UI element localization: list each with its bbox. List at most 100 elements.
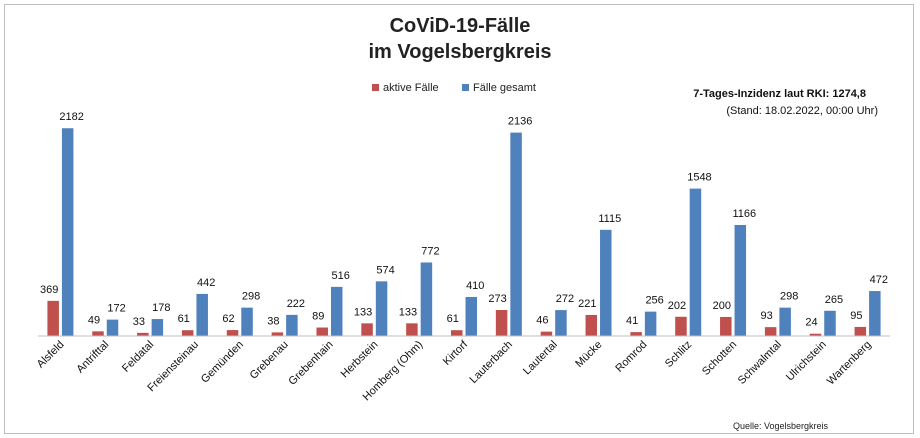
value-label-active-8: 133 bbox=[399, 306, 417, 318]
value-label-active-17: 24 bbox=[805, 317, 817, 329]
bar-total-14 bbox=[689, 188, 702, 336]
bar-active-12 bbox=[585, 314, 598, 336]
bar-active-4 bbox=[226, 330, 239, 336]
value-label-total-10: 2136 bbox=[508, 116, 532, 128]
bar-active-13 bbox=[630, 332, 642, 336]
value-label-active-15: 200 bbox=[713, 300, 731, 312]
category-label-1: Antrifttal bbox=[74, 339, 111, 376]
bar-total-8 bbox=[420, 262, 433, 336]
category-labels: Alsfeld Antrifttal FeldatalFreiensteinauGe… bbox=[35, 338, 874, 403]
bar-total-5 bbox=[286, 314, 298, 336]
bar-active-5 bbox=[271, 332, 284, 336]
value-label-total-16: 298 bbox=[780, 291, 798, 303]
bar-active-18 bbox=[854, 326, 867, 336]
value-label-total-0: 2182 bbox=[59, 111, 83, 123]
bar-total-9 bbox=[465, 296, 477, 336]
category-label-2: Feldatal bbox=[120, 339, 156, 375]
bar-active-11 bbox=[540, 331, 553, 336]
value-label-total-11: 272 bbox=[556, 293, 574, 305]
bar-active-7 bbox=[361, 323, 373, 336]
bar-total-18 bbox=[869, 291, 881, 336]
bar-total-15 bbox=[734, 224, 747, 336]
value-label-total-5: 222 bbox=[287, 298, 305, 310]
value-label-active-11: 46 bbox=[536, 315, 548, 327]
legend: aktive Fälle Fälle gesamt bbox=[372, 82, 536, 94]
legend-swatch-active bbox=[372, 84, 379, 91]
chart-frame bbox=[4, 4, 914, 434]
value-label-active-3: 61 bbox=[178, 313, 190, 325]
value-label-total-3: 442 bbox=[197, 277, 215, 289]
bar-total-6 bbox=[330, 286, 343, 336]
legend-label-active: aktive Fälle bbox=[383, 82, 439, 94]
category-label-10: Lauterbach bbox=[468, 339, 515, 386]
category-label-9: Kirtorf bbox=[441, 338, 471, 368]
bar-active-2 bbox=[137, 332, 149, 336]
value-label-total-7: 574 bbox=[376, 264, 394, 276]
category-label-5: Grebenau bbox=[248, 339, 291, 382]
bar-total-10 bbox=[510, 132, 522, 336]
value-label-active-6: 89 bbox=[312, 311, 324, 323]
bar-total-0 bbox=[61, 128, 74, 336]
value-label-active-0: 369 bbox=[40, 284, 58, 296]
bar-total-1 bbox=[106, 319, 119, 336]
bar-active-6 bbox=[316, 327, 328, 336]
value-label-active-1: 49 bbox=[88, 314, 100, 326]
bars-group: 369 2182 49 172 33 178 61 442 62 298 38 222 89 516 133… bbox=[40, 111, 888, 336]
category-label-17: Ulrichstein bbox=[784, 339, 829, 384]
bar-active-14 bbox=[675, 316, 687, 336]
bar-active-16 bbox=[764, 327, 777, 336]
bar-active-1 bbox=[92, 331, 104, 336]
bar-total-16 bbox=[779, 307, 791, 336]
category-label-14: Schlitz bbox=[663, 339, 694, 370]
source-note: Quelle: Vogelsbergkreis bbox=[733, 421, 829, 431]
value-label-total-14: 1548 bbox=[687, 172, 711, 184]
value-label-active-9: 61 bbox=[447, 313, 459, 325]
category-label-16: Schwalmtal bbox=[736, 339, 784, 387]
bar-total-17 bbox=[824, 310, 836, 336]
chart-subtitle: im Vogelsbergkreis bbox=[368, 41, 551, 63]
value-label-active-5: 38 bbox=[267, 315, 279, 327]
value-label-total-18: 472 bbox=[870, 274, 888, 286]
category-label-0: Alsfeld bbox=[35, 339, 67, 371]
bar-total-7 bbox=[375, 281, 388, 336]
category-label-11: Lautertal bbox=[521, 339, 560, 378]
bar-total-11 bbox=[555, 310, 567, 336]
value-label-active-13: 41 bbox=[626, 315, 638, 327]
category-label-12: Mücke bbox=[573, 339, 604, 370]
legend-label-total: Fälle gesamt bbox=[473, 82, 536, 94]
category-label-7: Herbstein bbox=[339, 339, 381, 381]
value-label-total-15: 1166 bbox=[732, 208, 756, 220]
bar-active-15 bbox=[720, 316, 732, 336]
category-label-6: Grebenhain bbox=[286, 339, 335, 388]
value-label-active-18: 95 bbox=[850, 310, 862, 322]
chart-title: CoViD-19-Fälle bbox=[390, 15, 531, 37]
value-label-total-13: 256 bbox=[645, 295, 663, 307]
category-label-13: Romrod bbox=[613, 339, 649, 375]
bar-active-3 bbox=[181, 330, 194, 336]
bar-active-17 bbox=[809, 333, 822, 336]
value-label-total-4: 298 bbox=[242, 291, 260, 303]
value-label-total-9: 410 bbox=[466, 280, 484, 292]
bar-total-13 bbox=[644, 311, 657, 336]
value-label-active-12: 221 bbox=[578, 298, 596, 310]
bar-total-3 bbox=[196, 293, 208, 336]
value-label-active-14: 202 bbox=[668, 300, 686, 312]
bar-total-12 bbox=[600, 229, 612, 336]
bar-total-2 bbox=[151, 319, 164, 336]
category-label-18: Wartenberg bbox=[825, 339, 874, 388]
value-label-total-8: 772 bbox=[421, 245, 439, 257]
value-label-total-12: 1115 bbox=[598, 213, 621, 225]
value-label-active-2: 33 bbox=[133, 316, 145, 328]
value-label-active-7: 133 bbox=[354, 306, 372, 318]
value-label-total-17: 265 bbox=[825, 294, 843, 306]
bar-active-0 bbox=[47, 300, 59, 336]
bar-active-8 bbox=[406, 323, 418, 336]
category-label-15: Schotten bbox=[700, 339, 739, 378]
bar-active-10 bbox=[495, 310, 508, 336]
bar-total-4 bbox=[241, 307, 253, 336]
value-label-total-1: 172 bbox=[107, 303, 125, 315]
value-label-active-4: 62 bbox=[222, 313, 234, 325]
legend-swatch-total bbox=[462, 84, 469, 91]
value-label-active-16: 93 bbox=[761, 310, 773, 322]
